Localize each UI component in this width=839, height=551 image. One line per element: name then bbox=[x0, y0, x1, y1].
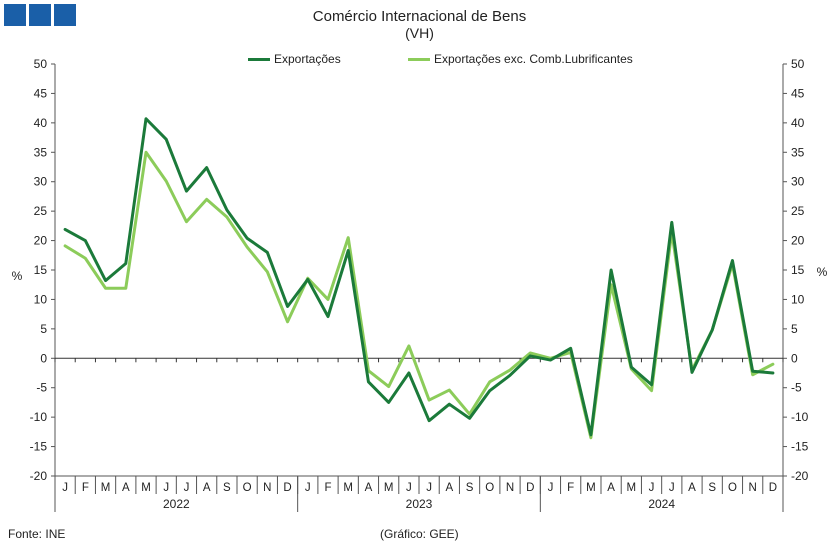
y-tick-label-right: 30 bbox=[791, 175, 805, 189]
y-tick-label-right: 45 bbox=[791, 86, 805, 100]
legend-label: Exportações bbox=[274, 52, 341, 66]
source-note: Fonte: INE bbox=[8, 527, 66, 541]
y-tick-label-left: 10 bbox=[34, 292, 48, 306]
y-tick-label-right: 20 bbox=[791, 234, 805, 248]
x-tick-label: A bbox=[203, 482, 211, 494]
x-tick-label: M bbox=[343, 482, 353, 494]
x-tick-label: F bbox=[82, 482, 89, 494]
x-tick-label: J bbox=[406, 482, 412, 494]
x-tick-label: N bbox=[506, 482, 514, 494]
x-tick-label: S bbox=[708, 482, 716, 494]
x-tick-label: J bbox=[669, 482, 675, 494]
series-line-exports bbox=[63, 117, 775, 437]
x-tick-label: A bbox=[688, 482, 696, 494]
y-tick-label-right: -10 bbox=[791, 410, 809, 424]
y-axis-label-right: % bbox=[817, 265, 828, 279]
y-tick-label-left: -10 bbox=[30, 410, 48, 424]
x-tick-label: D bbox=[769, 482, 777, 494]
y-tick-label-right: -5 bbox=[791, 381, 802, 395]
legend: Exportações Exportações exc. Comb.Lubrif… bbox=[0, 52, 839, 68]
x-tick-label: A bbox=[365, 482, 373, 494]
x-tick-label: J bbox=[548, 482, 554, 494]
chart-subtitle: (VH) bbox=[405, 25, 434, 41]
y-tick-label-left: 40 bbox=[34, 116, 48, 130]
x-tick-label: J bbox=[184, 482, 190, 494]
x-tick-label: S bbox=[466, 482, 474, 494]
legend-item-exports-excl: Exportações exc. Comb.Lubrificantes bbox=[408, 52, 633, 66]
y-tick-label-right: 15 bbox=[791, 263, 805, 277]
x-tick-label: A bbox=[607, 482, 615, 494]
x-tick-label: O bbox=[728, 482, 737, 494]
x-tick-label: M bbox=[141, 482, 151, 494]
x-tick-label: S bbox=[223, 482, 231, 494]
x-tick-label: J bbox=[62, 482, 68, 494]
y-tick-label-right: 25 bbox=[791, 204, 805, 218]
legend-label: Exportações exc. Comb.Lubrificantes bbox=[434, 52, 633, 66]
legend-swatch bbox=[408, 57, 430, 61]
x-tick-label: A bbox=[122, 482, 130, 494]
y-tick-label-right: -20 bbox=[791, 469, 809, 483]
x-tick-label: J bbox=[426, 482, 432, 494]
y-axis-label-left: % bbox=[12, 269, 23, 283]
year-label: 2022 bbox=[163, 497, 190, 511]
logo bbox=[4, 4, 76, 26]
y-tick-label-left: -20 bbox=[30, 469, 48, 483]
y-tick-label-left: 20 bbox=[34, 234, 48, 248]
logo-square-icon bbox=[29, 4, 51, 26]
x-tick-label: M bbox=[101, 482, 111, 494]
y-tick-label-right: 5 bbox=[791, 322, 798, 336]
y-tick-label-left: 45 bbox=[34, 86, 48, 100]
x-tick-label: F bbox=[324, 482, 331, 494]
legend-swatch bbox=[248, 57, 270, 61]
y-tick-label-right: 10 bbox=[791, 292, 805, 306]
logo-square-icon bbox=[4, 4, 26, 26]
year-label: 2023 bbox=[406, 497, 433, 511]
y-tick-label-left: 5 bbox=[40, 322, 47, 336]
legend-item-exports: Exportações bbox=[248, 52, 341, 66]
credit-note: (Gráfico: GEE) bbox=[380, 527, 459, 541]
x-tick-label: J bbox=[649, 482, 655, 494]
x-tick-label: N bbox=[749, 482, 757, 494]
x-tick-label: M bbox=[384, 482, 394, 494]
chart-title: Comércio Internacional de Bens bbox=[312, 8, 527, 25]
y-tick-label-left: 35 bbox=[34, 145, 48, 159]
x-tick-label: O bbox=[485, 482, 494, 494]
year-label: 2024 bbox=[648, 497, 675, 511]
y-tick-label-right: 40 bbox=[791, 116, 805, 130]
y-tick-label-left: -15 bbox=[30, 440, 48, 454]
y-tick-label-right: -15 bbox=[791, 440, 809, 454]
y-tick-label-left: -5 bbox=[36, 381, 47, 395]
y-tick-label-left: 25 bbox=[34, 204, 48, 218]
y-tick-label-left: 50 bbox=[34, 57, 48, 71]
x-tick-label: M bbox=[627, 482, 637, 494]
x-tick-label: A bbox=[445, 482, 453, 494]
x-tick-label: J bbox=[305, 482, 311, 494]
x-tick-label: N bbox=[263, 482, 271, 494]
x-tick-label: D bbox=[526, 482, 534, 494]
y-tick-label-left: 15 bbox=[34, 263, 48, 277]
y-tick-label-right: 0 bbox=[791, 351, 798, 365]
y-tick-label-left: 30 bbox=[34, 175, 48, 189]
x-tick-label: M bbox=[586, 482, 596, 494]
y-tick-label-left: 0 bbox=[40, 351, 47, 365]
x-tick-label: F bbox=[567, 482, 574, 494]
y-tick-label-right: 35 bbox=[791, 145, 805, 159]
logo-square-icon bbox=[54, 4, 76, 26]
x-tick-label: D bbox=[283, 482, 291, 494]
x-tick-label: O bbox=[243, 482, 252, 494]
x-tick-label: J bbox=[163, 482, 169, 494]
y-tick-label-right: 50 bbox=[791, 57, 805, 71]
